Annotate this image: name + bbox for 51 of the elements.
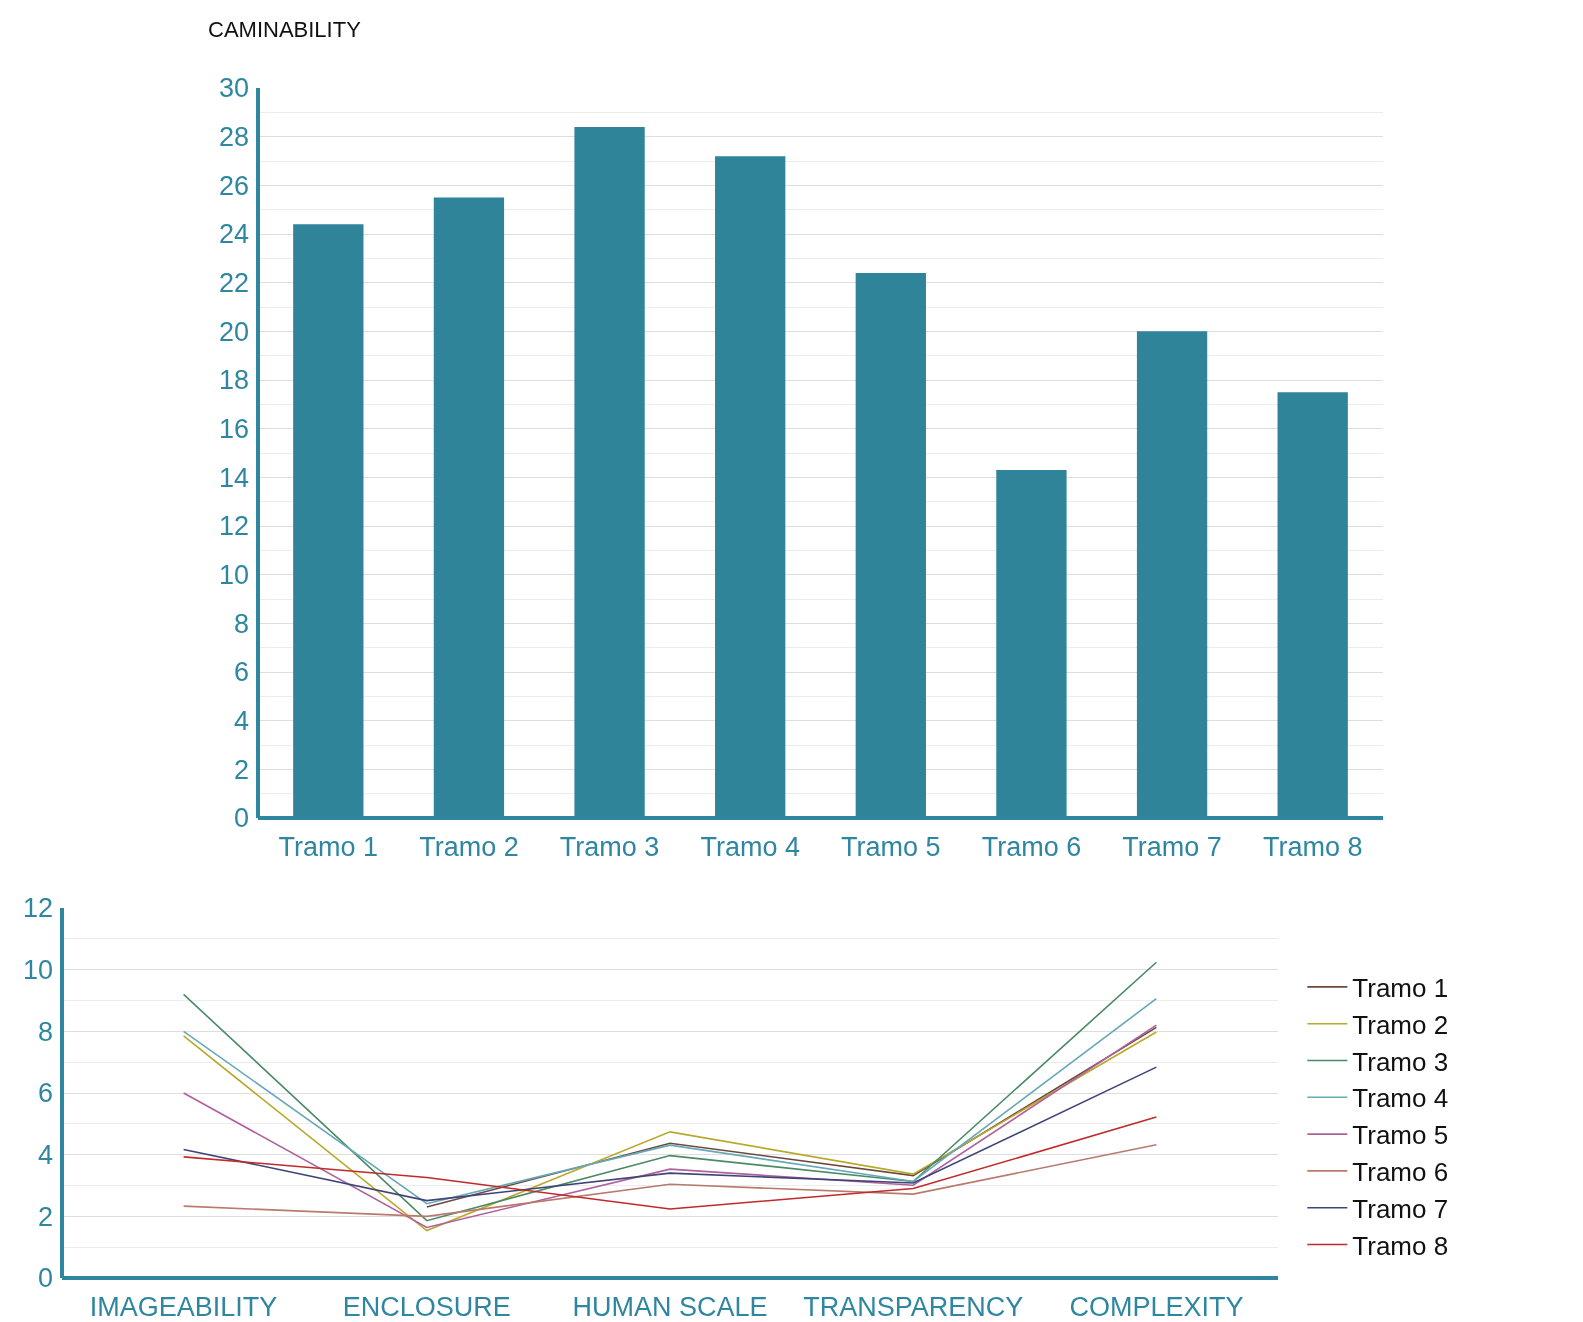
legend-label: Tramo 3 <box>1352 1046 1449 1077</box>
y-tick-label: 4 <box>233 706 249 737</box>
y-tick-label: 6 <box>37 1078 53 1109</box>
legend-label: Tramo 4 <box>1352 1083 1449 1114</box>
x-tick-label: Tramo 4 <box>700 832 800 862</box>
x-tick-label: TRANSPARENCY <box>803 1292 1024 1322</box>
y-tick-label: 6 <box>233 657 249 688</box>
y-tick-label: 10 <box>218 560 249 591</box>
line-series <box>182 1144 1158 1218</box>
y-tick-label: 30 <box>218 73 249 104</box>
chart-title: CAMINABILITY <box>208 17 362 43</box>
x-tick-label: Tramo 6 <box>981 832 1082 862</box>
y-tick-label: 10 <box>22 955 53 986</box>
y-tick-label: 18 <box>218 365 249 396</box>
y-tick-label: 0 <box>233 803 249 834</box>
x-tick-label: Tramo 2 <box>419 832 519 862</box>
x-tick-label: Tramo 8 <box>1262 832 1363 862</box>
legend-label: Tramo 2 <box>1352 1009 1449 1040</box>
y-tick-label: 12 <box>22 893 53 924</box>
line-series <box>182 1066 1158 1202</box>
y-tick-label: 16 <box>218 414 249 445</box>
x-tick-label: HUMAN SCALE <box>572 1292 768 1322</box>
y-tick-label: 2 <box>37 1201 53 1232</box>
line-series <box>182 1116 1158 1210</box>
y-tick-label: 4 <box>37 1140 53 1171</box>
legend-label: Tramo 8 <box>1352 1230 1449 1261</box>
x-tick-label: ENCLOSURE <box>342 1292 511 1322</box>
legend-label: Tramo 7 <box>1352 1193 1449 1224</box>
x-tick-label: Tramo 7 <box>1122 832 1222 862</box>
x-tick-label: Tramo 5 <box>841 832 941 862</box>
y-tick-label: 12 <box>218 511 249 542</box>
y-tick-label: 8 <box>37 1016 53 1047</box>
legend-label: Tramo 5 <box>1352 1120 1449 1151</box>
y-tick-label: 26 <box>218 170 249 201</box>
y-tick-label: 24 <box>218 219 249 250</box>
x-tick-label: Tramo 3 <box>559 832 660 862</box>
y-tick-label: 22 <box>218 268 249 299</box>
y-tick-label: 20 <box>218 316 249 347</box>
line-series <box>426 1026 1158 1208</box>
x-tick-label: IMAGEABILITY <box>89 1292 278 1322</box>
y-tick-label: 2 <box>233 754 249 785</box>
legend-label: Tramo 1 <box>1352 973 1449 1004</box>
line-series <box>182 997 1158 1205</box>
line-series <box>182 961 1158 1222</box>
x-tick-label: COMPLEXITY <box>1069 1292 1244 1322</box>
y-tick-label: 14 <box>218 462 249 493</box>
x-tick-label: Tramo 1 <box>278 832 379 862</box>
y-tick-label: 28 <box>218 122 249 153</box>
legend-label: Tramo 6 <box>1352 1157 1449 1188</box>
y-tick-label: 8 <box>233 608 249 639</box>
y-tick-label: 0 <box>37 1263 53 1294</box>
